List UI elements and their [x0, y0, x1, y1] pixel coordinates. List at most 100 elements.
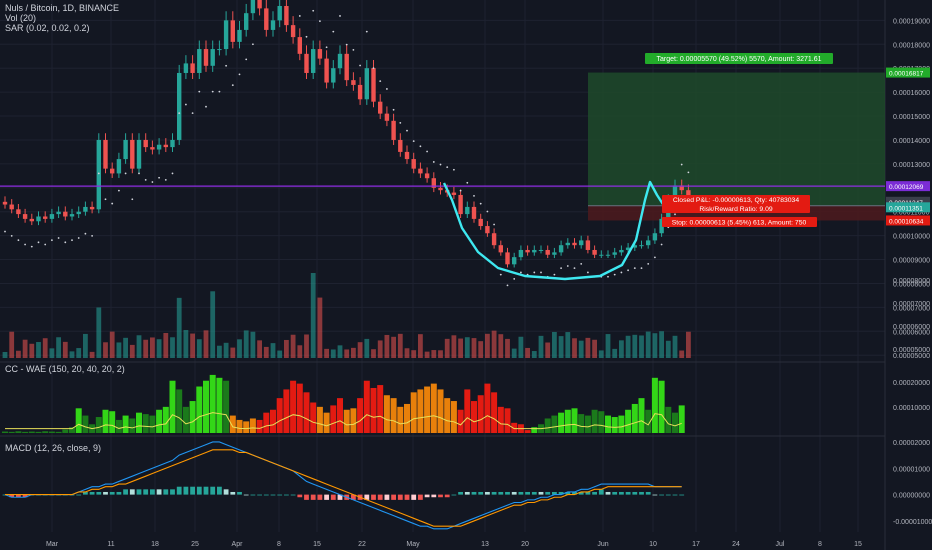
macd-histogram-bar — [424, 494, 430, 498]
volume-bar — [116, 342, 122, 358]
volume-bar — [62, 341, 68, 358]
volume-bar — [418, 334, 423, 358]
candle-body — [552, 252, 557, 255]
sar-dot — [687, 171, 690, 174]
wae-bar — [584, 415, 591, 433]
macd-histogram-bar — [458, 491, 463, 495]
candle-body — [183, 63, 189, 73]
wae-bar — [142, 414, 149, 433]
macd-histogram-bar — [16, 494, 21, 498]
wae-bar — [504, 408, 511, 433]
sar-dot — [124, 172, 127, 175]
volume-bar — [545, 342, 551, 358]
wae-bar — [216, 377, 223, 433]
wae-bar — [638, 398, 645, 433]
wae-bar — [471, 401, 477, 433]
volume-bar — [625, 335, 631, 358]
sar-dot — [345, 43, 348, 46]
volume-bar — [438, 350, 443, 358]
wae-bar — [363, 380, 370, 433]
wae-bar — [223, 380, 230, 433]
candle-body — [344, 53, 349, 81]
wae-bar — [95, 417, 102, 433]
overlays — [0, 180, 885, 281]
macd-histogram-bar — [163, 489, 169, 495]
sar-dot — [359, 64, 361, 67]
macd-histogram-bar — [83, 491, 88, 495]
candle-body — [485, 226, 490, 234]
price-tick-label: 0.00018000 — [893, 42, 930, 49]
wae-bar — [8, 431, 15, 433]
candle-body — [290, 25, 296, 38]
price-tick-label: 0.00016000 — [893, 90, 930, 97]
candle-body — [599, 254, 604, 256]
sar-dot — [44, 243, 47, 246]
volume-bar — [639, 335, 644, 358]
candle-body — [632, 245, 637, 248]
x-tick-label: 24 — [732, 541, 740, 548]
candle-body — [411, 159, 416, 169]
vol-legend: Vol (20) — [5, 13, 37, 23]
volume-bar — [645, 331, 651, 358]
target-zone — [588, 72, 885, 206]
sar-dot — [520, 271, 522, 274]
sar-dot — [486, 210, 489, 213]
wae-bar — [22, 431, 29, 433]
sar-dot — [17, 239, 20, 242]
volume-bar — [525, 347, 530, 358]
sar-dot — [640, 267, 643, 270]
wae-bar — [558, 412, 565, 433]
sar-dot — [10, 234, 13, 237]
volume-bar — [578, 340, 584, 358]
candle-body — [297, 37, 302, 54]
volume-bar — [89, 351, 95, 358]
volume-bar — [585, 337, 591, 358]
candle-body — [424, 173, 430, 179]
candle-body — [331, 68, 336, 83]
macd-histogram-bar — [230, 491, 236, 495]
sar-dot — [158, 176, 161, 179]
macd-histogram-bar — [558, 491, 564, 495]
sar-dot — [164, 178, 167, 181]
macd-histogram-bar — [237, 491, 242, 495]
macd-histogram-bar — [270, 494, 276, 496]
wae-bar — [149, 415, 156, 433]
macd-histogram-bar — [418, 494, 423, 500]
x-tick-label: 20 — [521, 541, 529, 548]
candle-body — [223, 20, 229, 50]
wae-bar — [343, 409, 350, 433]
candle-body — [572, 242, 577, 246]
volume-bar — [518, 336, 524, 358]
macd-histogram-bar — [619, 491, 624, 495]
wae-bar — [605, 415, 611, 433]
sar-legend: SAR (0.02, 0.02, 0.2) — [5, 23, 90, 33]
volume-bar — [665, 340, 671, 358]
macd-histogram-bar — [183, 486, 189, 495]
wae-bar — [189, 401, 196, 433]
volume-bar — [196, 339, 202, 358]
sar-dot — [191, 112, 194, 115]
wae-bar — [430, 383, 437, 433]
macd-histogram-bar — [284, 494, 289, 496]
candle-body — [103, 139, 108, 169]
sar-dot — [51, 239, 53, 242]
wae-bar — [437, 389, 444, 433]
volume-bar — [464, 337, 470, 358]
sar-dot — [352, 48, 355, 51]
stop-label-bg — [662, 217, 817, 227]
volume-bar — [42, 338, 48, 358]
sar-dot — [305, 35, 308, 38]
candle-body — [190, 63, 195, 73]
risk-reward-label: Risk/Reward Ratio: 9.09 — [699, 206, 773, 213]
wae-bar — [645, 409, 652, 433]
candle-body — [83, 206, 88, 212]
macd-histogram-bar — [632, 491, 638, 495]
price-label-bg — [886, 181, 930, 192]
macd-histogram-bar — [116, 491, 122, 495]
wae-bar — [28, 431, 35, 433]
volume-bar — [491, 330, 497, 358]
wae-bar — [256, 419, 263, 433]
sar-dot — [298, 15, 301, 17]
x-tick-label: Apr — [232, 541, 244, 548]
